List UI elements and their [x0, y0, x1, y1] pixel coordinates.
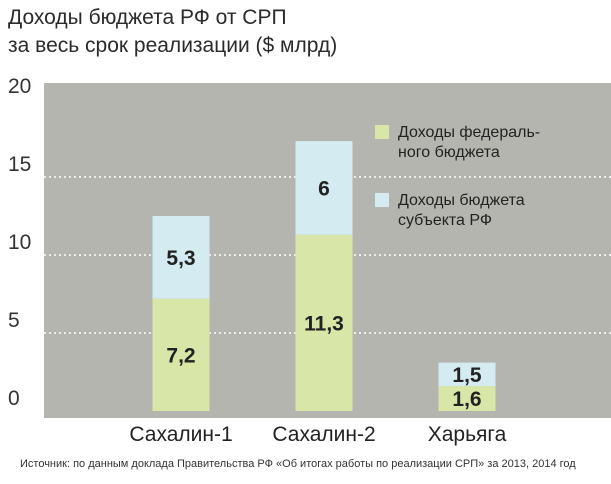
- legend-label: Доходы бюджета субъекта РФ: [398, 192, 525, 229]
- chart-subtitle: за весь срок реализации ($ млрд): [8, 34, 338, 57]
- legend-swatch: [375, 193, 389, 207]
- data-label: 5,3: [166, 247, 195, 270]
- legend: Доходы федераль-ного бюджета Доходы бюдже…: [375, 124, 540, 229]
- x-tick-label: Сахалин-2: [272, 423, 375, 446]
- x-tick-label: Харьяга: [428, 423, 507, 446]
- y-tick-label: 10: [8, 231, 31, 254]
- legend-label: Доходы федераль-ного бюджета: [398, 124, 540, 161]
- bars: 7,2 5,3 11,3 6 1,61,5: [152, 141, 496, 411]
- data-label: 6: [318, 177, 330, 200]
- y-tick-label: 15: [8, 153, 31, 176]
- chart-title-block: Доходы бюджета РФ от СРП за весь срок ре…: [8, 4, 337, 60]
- data-label: 1,6: [452, 388, 481, 411]
- x-tick-label: Сахалин-1: [129, 423, 232, 446]
- y-tick-label: 0: [8, 387, 20, 410]
- data-label: 1,5: [452, 364, 482, 387]
- y-tick-label: 20: [8, 75, 31, 98]
- bar-segment: [295, 234, 353, 411]
- bar-segment: [438, 386, 496, 411]
- legend-swatch: [375, 125, 389, 139]
- chart-title: Доходы бюджета РФ от СРП: [8, 6, 287, 29]
- bar-segment: [438, 362, 496, 387]
- data-label: 7,2: [166, 344, 195, 367]
- data-label: 11,3: [304, 312, 344, 335]
- bar-segment: [152, 216, 210, 299]
- y-axis-ticks: 0 5 10 15 20: [8, 75, 31, 410]
- y-tick-label: 5: [8, 309, 20, 332]
- x-axis-labels: Сахалин-1 Сахалин-2 Харьяга: [129, 423, 506, 446]
- bar-segment: [295, 141, 353, 235]
- source-note: Источник: по данным доклада Правительств…: [20, 458, 576, 470]
- bar-segment: [152, 298, 210, 411]
